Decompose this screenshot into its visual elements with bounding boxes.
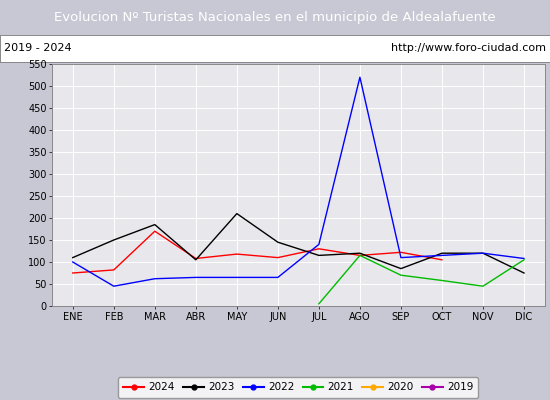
Text: http://www.foro-ciudad.com: http://www.foro-ciudad.com [390,43,546,53]
Legend: 2024, 2023, 2022, 2021, 2020, 2019: 2024, 2023, 2022, 2021, 2020, 2019 [118,377,478,398]
Text: Evolucion Nº Turistas Nacionales en el municipio de Aldealafuente: Evolucion Nº Turistas Nacionales en el m… [54,10,496,24]
Text: 2019 - 2024: 2019 - 2024 [4,43,72,53]
